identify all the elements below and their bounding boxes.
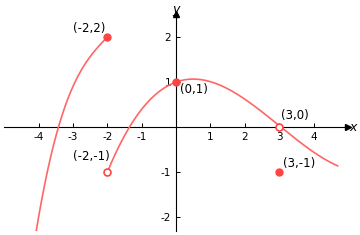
Text: (3,-1): (3,-1) (283, 157, 315, 170)
Text: y: y (172, 4, 180, 16)
Text: x: x (350, 121, 357, 134)
Text: (-2,-1): (-2,-1) (73, 150, 110, 163)
Text: (3,0): (3,0) (281, 110, 309, 122)
Text: (0,1): (0,1) (180, 83, 207, 96)
Text: (-2,2): (-2,2) (73, 23, 105, 35)
